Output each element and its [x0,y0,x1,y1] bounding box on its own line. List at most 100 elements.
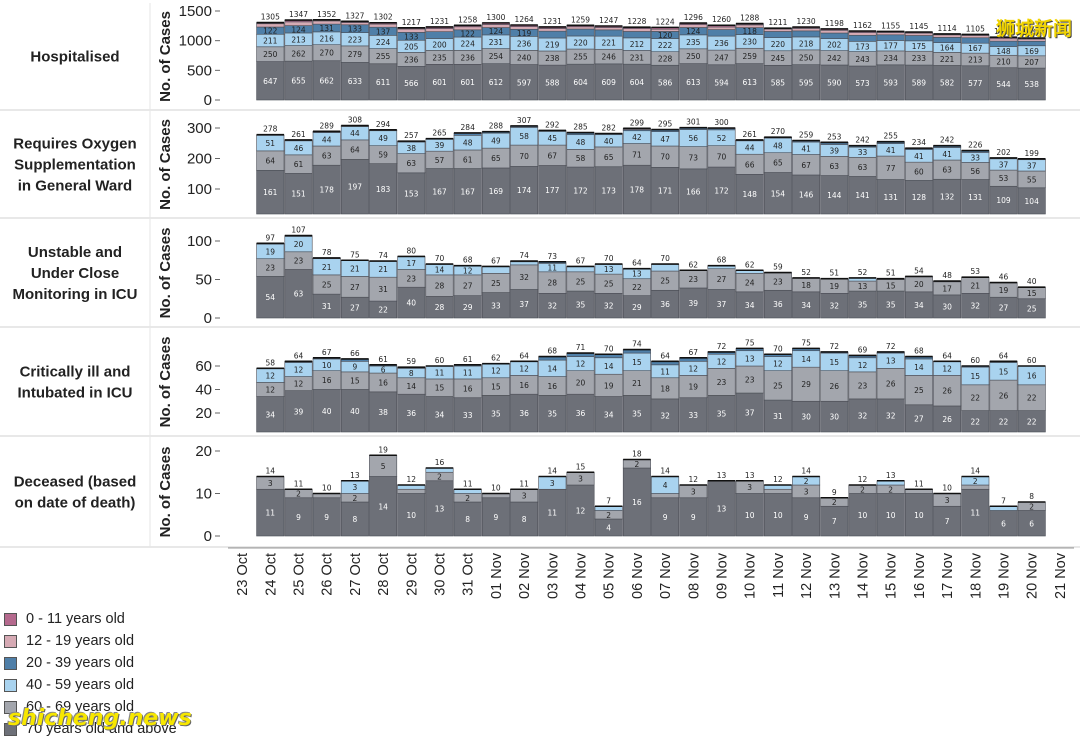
bar-segment[interactable] [284,173,313,215]
legend-item-40-59[interactable]: 40 - 59 years old [4,674,177,696]
legend-item-20-39[interactable]: 20 - 39 years old [4,652,177,674]
bar-segment[interactable] [792,64,821,101]
bar-segment[interactable] [735,174,764,215]
bar-segment[interactable] [848,398,877,433]
bar-segment[interactable] [933,34,962,38]
bar-segment[interactable] [566,63,595,101]
bar-segment[interactable] [538,28,567,32]
bar-segment[interactable] [510,64,539,101]
bar-segment[interactable] [876,34,905,41]
bar-segment[interactable] [256,276,285,319]
bar-segment[interactable] [510,393,539,433]
bar-segment[interactable] [312,164,341,215]
bar-segment[interactable] [707,368,736,396]
bar-segment[interactable] [622,467,651,537]
bar-segment[interactable] [820,64,849,101]
bar-segment[interactable] [369,63,398,101]
bar-segment[interactable] [763,488,792,494]
bar-segment[interactable] [933,405,962,433]
bar-segment[interactable] [425,480,454,537]
bar-segment[interactable] [933,65,962,101]
bar-segment[interactable] [933,37,962,43]
bar-segment[interactable] [651,263,680,272]
bar-segment[interactable] [256,23,285,28]
bar-segment[interactable] [284,390,313,433]
bar-segment[interactable] [481,395,510,433]
bar-segment[interactable] [679,63,708,101]
bar-segment[interactable] [989,510,1018,537]
bar-segment[interactable] [904,180,933,215]
bar-segment[interactable] [651,493,680,499]
bar-segment[interactable] [622,370,651,396]
bar-segment[interactable] [792,30,821,38]
bar-segment[interactable] [989,185,1018,215]
bar-segment[interactable] [566,290,595,319]
legend-item-70-plus[interactable]: 70 years old and above [4,718,177,740]
bar-segment[interactable] [594,27,623,31]
bar-segment[interactable] [425,28,454,32]
bar-segment[interactable] [876,398,905,433]
bar-segment[interactable] [256,61,285,101]
bar-segment[interactable] [594,29,623,37]
bar-segment[interactable] [933,505,962,537]
bar-segment[interactable] [679,24,708,28]
bar-segment[interactable] [961,37,990,44]
bar-segment[interactable] [651,28,680,32]
bar-segment[interactable] [763,172,792,215]
bar-segment[interactable] [284,497,313,537]
bar-segment[interactable] [369,476,398,537]
bar-segment[interactable] [820,505,849,537]
bar-segment[interactable] [933,178,962,215]
bar-segment[interactable] [848,290,877,319]
bar-segment[interactable] [961,35,990,39]
bar-segment[interactable] [989,379,1018,411]
bar-segment[interactable] [1017,510,1046,537]
bar-segment[interactable] [651,398,680,433]
bar-segment[interactable] [481,266,510,274]
bar-segment[interactable] [904,404,933,433]
bar-segment[interactable] [397,493,426,537]
legend-item-0-11[interactable]: 0 - 11 years old [4,608,177,630]
bar-segment[interactable] [904,493,933,537]
bar-segment[interactable] [707,289,736,319]
bar-segment[interactable] [763,64,792,101]
bar-segment[interactable] [820,29,849,34]
bar-segment[interactable] [369,23,398,28]
bar-segment[interactable] [679,497,708,537]
bar-segment[interactable] [397,28,426,33]
bar-segment[interactable] [792,174,821,215]
bar-segment[interactable] [876,368,905,400]
bar-segment[interactable] [481,24,510,28]
bar-segment[interactable] [369,163,398,215]
bar-segment[interactable] [340,159,369,215]
bar-segment[interactable] [904,375,933,406]
bar-segment[interactable] [679,287,708,319]
bar-segment[interactable] [622,63,651,101]
bar-segment[interactable] [510,289,539,319]
bar-segment[interactable] [538,165,567,215]
bar-segment[interactable] [651,64,680,101]
bar-segment[interactable] [820,370,849,402]
bar-segment[interactable] [707,166,736,215]
bar-segment[interactable] [510,261,539,266]
bar-segment[interactable] [763,289,792,319]
bar-segment[interactable] [481,497,510,537]
bar-segment[interactable] [933,375,962,407]
bar-segment[interactable] [538,64,567,101]
bar-segment[interactable] [340,501,369,537]
bar-segment[interactable] [538,395,567,433]
legend-item-12-19[interactable]: 12 - 19 years old [4,630,177,652]
bar-segment[interactable] [904,291,933,319]
bar-segment[interactable] [848,32,877,36]
bar-segment[interactable] [651,497,680,537]
bar-segment[interactable] [679,168,708,215]
bar-segment[interactable] [1017,187,1046,215]
bar-segment[interactable] [510,166,539,215]
bar-segment[interactable] [622,31,651,39]
bar-segment[interactable] [312,60,341,101]
bar-segment[interactable] [820,175,849,215]
bar-segment[interactable] [453,501,482,537]
bar-segment[interactable] [707,64,736,101]
bar-segment[interactable] [707,26,736,30]
bar-segment[interactable] [538,30,567,39]
